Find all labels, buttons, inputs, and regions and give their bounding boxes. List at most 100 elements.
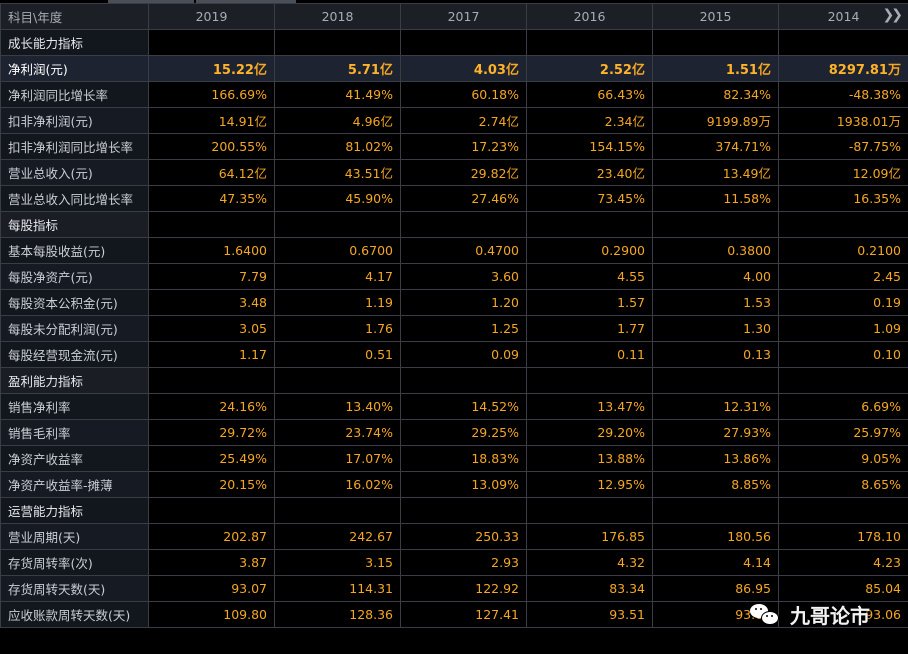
value-cell: 1.19 [274,289,401,316]
header-year[interactable]: 2016 [526,3,653,30]
row-label[interactable]: 净资产收益率 [0,445,149,472]
value-number: 109.80 [223,607,267,622]
value-cell: 23.40亿 [526,159,653,186]
value-number: 2.74 [478,114,507,129]
row-label[interactable]: 扣非净利润同比增长率 [0,133,149,160]
value-number: 13.40% [345,399,393,414]
value-cell: 0.13 [652,341,779,368]
value-cell: 0.3800 [652,237,779,264]
value-cell: 176.85 [526,523,653,550]
value-number: 1.17 [239,347,267,362]
value-cell: 13.88% [526,445,653,472]
tab-indicator[interactable] [108,0,194,3]
row-label[interactable]: 销售毛利率 [0,419,149,446]
empty-cell [778,29,908,56]
row-label[interactable]: 营业总收入(元) [0,159,149,186]
value-number: 1.51 [725,63,758,78]
empty-cell [400,211,527,238]
empty-cell [148,211,275,238]
value-cell: 18.83% [400,445,527,472]
value-number: 3.60 [491,269,519,284]
table-row: 净资产收益率-摊薄 20.15% 16.02% 13.09% 12.95% 8.85% 8.… [0,471,908,498]
double-chevron-right-icon[interactable]: ❯❯ [882,7,904,23]
value-number: 176.85 [601,529,645,544]
value-number: 127.41 [475,607,519,622]
value-cell: 0.2100 [778,237,908,264]
value-cell: -87.75% [778,133,908,160]
value-unit: 万 [758,114,771,129]
row-label[interactable]: 存货周转天数(天) [0,575,149,602]
header-year[interactable]: 2014 [778,3,908,30]
value-cell: 178.10 [778,523,908,550]
value-number: 17.23% [471,139,519,154]
row-label[interactable]: 每股未分配利润(元) [0,315,149,342]
row-label[interactable]: 净利润同比增长率 [0,81,149,108]
value-number: 242.67 [349,529,393,544]
value-unit: 亿 [757,63,771,78]
header-year[interactable]: 2018 [274,3,401,30]
value-cell: 24.16% [148,393,275,420]
value-cell: 202.87 [148,523,275,550]
value-cell: 43.51亿 [274,159,401,186]
value-cell: 0.6700 [274,237,401,264]
row-label[interactable]: 扣非净利润(元) [0,107,149,134]
value-number: 0.2900 [601,243,645,258]
value-cell: 11.58% [652,185,779,212]
tab-indicator[interactable] [196,0,296,3]
empty-cell [526,29,653,56]
row-label[interactable]: 应收账款周转天数(天) [0,601,149,628]
value-cell: 64.12亿 [148,159,275,186]
row-label[interactable]: 净资产收益率-摊薄 [0,471,149,498]
value-number: 23.74% [345,425,393,440]
row-label[interactable]: 基本每股收益(元) [0,237,149,264]
value-unit: 亿 [254,114,267,129]
value-number: 13.49 [722,166,759,181]
value-number: 25.97% [853,425,901,440]
value-cell: 60.18% [400,81,527,108]
value-cell: 27.46% [400,185,527,212]
value-cell: 13.49亿 [652,159,779,186]
row-label[interactable]: 净利润(元) [0,55,149,82]
value-cell: 4.14 [652,549,779,576]
value-cell: -48.38% [778,81,908,108]
value-number: 9199.89 [706,114,759,129]
value-unit: 亿 [758,166,771,181]
value-cell: 41.49% [274,81,401,108]
header-year[interactable]: 2019 [148,3,275,30]
row-label[interactable]: 每股净资产(元) [0,263,149,290]
row-label[interactable]: 营业周期(天) [0,523,149,550]
header-year[interactable]: 2015 [652,3,779,30]
value-cell: 1938.01万 [778,107,908,134]
value-cell: 128.36 [274,601,401,628]
value-number: 14.91 [218,114,255,129]
value-cell: 8297.81万 [778,55,908,82]
empty-cell [400,367,527,394]
value-number: 2.93 [491,555,519,570]
value-cell: 3.87 [148,549,275,576]
value-cell: 1.25 [400,315,527,342]
row-label[interactable]: 存货周转率(次) [0,549,149,576]
value-number: 0.3800 [727,243,771,258]
value-unit: 亿 [632,114,645,129]
section-title: 成长能力指标 [0,29,149,56]
header-year[interactable]: 2017 [400,3,527,30]
value-number: 1938.01 [836,114,889,129]
value-cell: 4.03亿 [400,55,527,82]
row-label[interactable]: 营业总收入同比增长率 [0,185,149,212]
value-number: 0.51 [365,347,393,362]
value-cell: 17.07% [274,445,401,472]
row-label[interactable]: 每股资本公积金(元) [0,289,149,316]
value-number: 1.77 [617,321,645,336]
value-cell: 242.67 [274,523,401,550]
row-label[interactable]: 销售净利率 [0,393,149,420]
value-number: 82.34% [723,87,771,102]
value-number: 6.69% [861,399,901,414]
row-label[interactable]: 每股经营现金流(元) [0,341,149,368]
value-number: 16.35% [853,191,901,206]
value-cell: 29.82亿 [400,159,527,186]
value-number: 2.34 [604,114,633,129]
value-cell: 0.19 [778,289,908,316]
empty-cell [274,29,401,56]
value-number: 8.85% [731,477,771,492]
value-number: 83.34 [609,581,645,596]
